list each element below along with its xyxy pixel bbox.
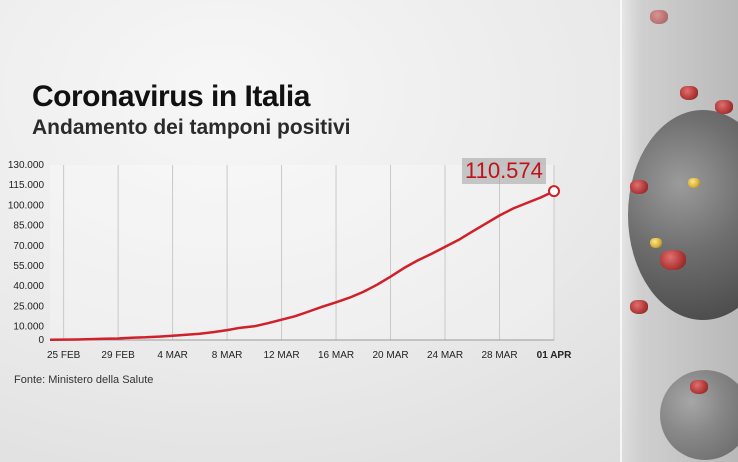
line-chart: 0 10.000 25.000 40.000 55.000 70.000 85.000 100… (8, 160, 572, 361)
x-tick-label: 12 MAR (264, 350, 300, 361)
y-tick-label: 25.000 (13, 301, 44, 312)
virus-spike (690, 380, 708, 394)
x-tick-label: 28 MAR (481, 350, 517, 361)
y-tick-label: 10.000 (13, 322, 44, 333)
y-axis: 0 10.000 25.000 40.000 55.000 70.000 85.000 100… (8, 160, 45, 346)
y-tick-label: 55.000 (13, 261, 44, 272)
y-tick-label: 130.000 (8, 160, 45, 171)
virus-image (620, 0, 738, 462)
y-tick-label: 85.000 (13, 221, 44, 232)
virus-spike (650, 10, 668, 24)
plot-background (50, 165, 554, 340)
y-tick-label: 40.000 (13, 281, 44, 292)
chart-grid (50, 165, 555, 341)
virus-spike (660, 250, 686, 270)
virus-spike (630, 180, 648, 194)
x-tick-label: 29 FEB (101, 350, 135, 361)
y-tick-label: 0 (38, 335, 44, 346)
x-tick-label: 01 APR (537, 350, 572, 361)
latest-value-callout: 110.574 (462, 158, 546, 184)
x-tick-label: 4 MAR (157, 350, 188, 361)
panel-divider (620, 0, 622, 462)
chart-title: Coronavirus in Italia (32, 80, 310, 113)
y-tick-label: 115.000 (9, 180, 45, 191)
x-tick-label: 24 MAR (427, 350, 463, 361)
virus-spike (680, 86, 698, 100)
series-layer (49, 185, 560, 341)
y-tick-label: 100.000 (8, 200, 45, 211)
x-tick-label: 25 FEB (47, 350, 81, 361)
x-axis: 25 FEB 29 FEB 4 MAR 8 MAR 12 MAR 16 MAR 20 MAR… (47, 350, 572, 361)
series-line (49, 190, 555, 341)
chart-subtitle: Andamento dei tamponi positivi (32, 116, 351, 139)
latest-point-marker (548, 185, 560, 198)
source-note: Fonte: Ministero della Salute (14, 374, 154, 386)
virus-spike (715, 100, 733, 114)
x-tick-label: 20 MAR (372, 350, 408, 361)
x-tick-label: 16 MAR (318, 350, 354, 361)
y-tick-label: 70.000 (13, 241, 44, 252)
virus-body (628, 110, 738, 320)
virus-spike (630, 300, 648, 314)
virus-spike-yellow (650, 238, 662, 248)
x-tick-label: 8 MAR (212, 350, 243, 361)
virus-spike-yellow (688, 178, 700, 188)
